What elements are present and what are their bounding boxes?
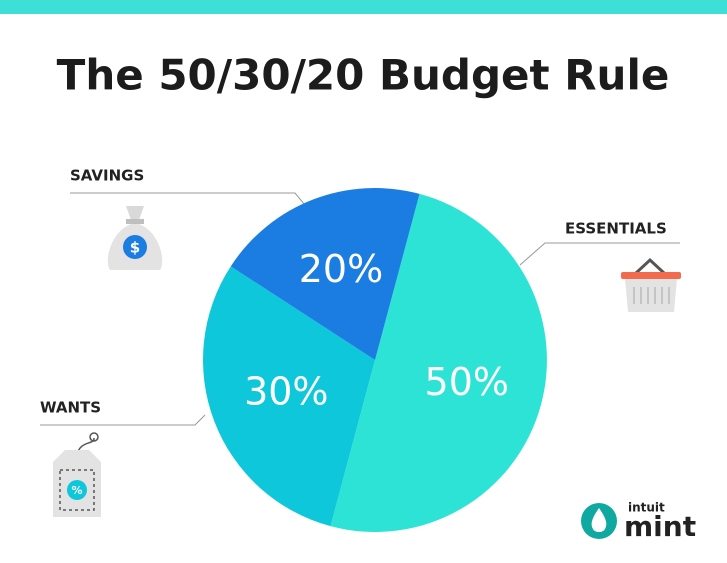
value-label: 30%: [244, 370, 328, 414]
svg-text:%: %: [71, 484, 82, 497]
pie-slice: [230, 188, 420, 360]
top-bar: [0, 0, 727, 14]
basket-icon: [621, 257, 681, 312]
leader-line: [40, 414, 206, 426]
money-bag-icon: $: [107, 206, 163, 270]
svg-text:$: $: [130, 239, 140, 257]
value-label: 50%: [425, 360, 509, 404]
brand-logo: intuit mint: [581, 501, 696, 543]
brand-product: mint: [624, 510, 696, 543]
leader-line: [70, 192, 306, 206]
category-label: SAVINGS: [70, 167, 144, 185]
brand-company: intuit: [628, 501, 665, 515]
category-label: WANTS: [40, 399, 101, 417]
value-label: 20%: [299, 247, 383, 291]
chart-title: The 50/30/20 Budget Rule: [57, 51, 670, 100]
pie-slice: [330, 193, 547, 532]
category-label: ESSENTIALS: [565, 220, 667, 238]
tag-icon: %: [53, 432, 101, 517]
pie-slice: [203, 266, 375, 527]
leader-line: [519, 242, 680, 266]
